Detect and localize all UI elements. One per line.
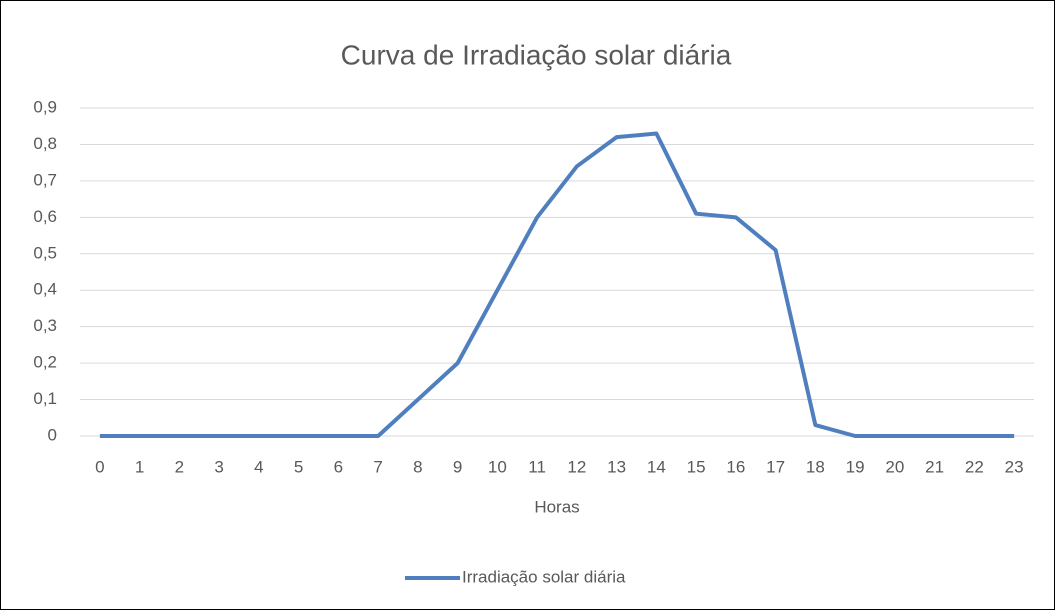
x-tick-label: 7 xyxy=(373,457,382,476)
y-tick-label: 0,4 xyxy=(33,280,57,299)
x-tick-label: 22 xyxy=(965,457,984,476)
x-axis-label: Horas xyxy=(534,497,579,516)
x-tick-label: 3 xyxy=(214,457,223,476)
x-tick-label: 13 xyxy=(607,457,626,476)
x-tick-label: 15 xyxy=(687,457,706,476)
y-tick-label: 0,2 xyxy=(33,353,57,372)
y-tick-label: 0,6 xyxy=(33,207,57,226)
x-tick-label: 4 xyxy=(254,457,263,476)
y-tick-label: 0,1 xyxy=(33,389,57,408)
legend-label: Irradiação solar diária xyxy=(462,567,626,586)
x-tick-label: 11 xyxy=(528,457,546,476)
x-tick-label: 19 xyxy=(846,457,865,476)
chart-title: Curva de Irradiação solar diária xyxy=(341,39,732,70)
x-tick-label: 23 xyxy=(1005,457,1024,476)
y-tick-label: 0,3 xyxy=(33,316,57,335)
x-tick-label: 2 xyxy=(175,457,184,476)
x-tick-label: 16 xyxy=(726,457,745,476)
y-tick-label: 0,9 xyxy=(33,97,57,116)
x-tick-label: 6 xyxy=(334,457,343,476)
x-tick-label: 8 xyxy=(413,457,422,476)
y-tick-label: 0,8 xyxy=(33,134,57,153)
x-tick-label: 18 xyxy=(806,457,825,476)
x-tick-label: 12 xyxy=(567,457,586,476)
x-tick-label: 17 xyxy=(766,457,785,476)
x-tick-label: 21 xyxy=(925,457,944,476)
x-tick-label: 14 xyxy=(647,457,666,476)
y-tick-label: 0,7 xyxy=(33,170,57,189)
y-tick-label: 0 xyxy=(48,425,57,444)
x-tick-label: 0 xyxy=(95,457,104,476)
data-line xyxy=(99,131,1015,438)
x-tick-label: 10 xyxy=(488,457,507,476)
x-tick-label: 20 xyxy=(885,457,904,476)
x-tick-label: 5 xyxy=(294,457,303,476)
x-tick-label: 1 xyxy=(135,457,144,476)
y-tick-label: 0,5 xyxy=(33,243,57,262)
x-tick-label: 9 xyxy=(453,457,462,476)
